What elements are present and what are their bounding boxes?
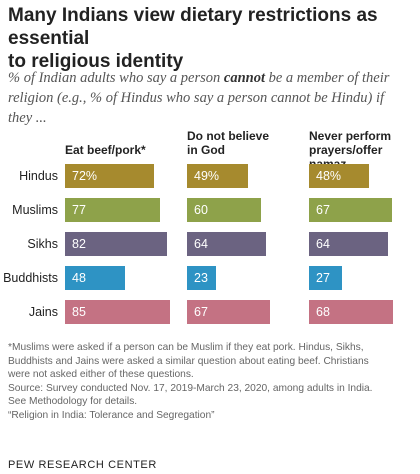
bar-value-label: 64 — [316, 237, 330, 251]
subtitle-emphasis: cannot — [223, 70, 265, 86]
bar-value-label: 77 — [72, 203, 86, 217]
panel-header-line: Never perform — [309, 129, 392, 143]
bar — [65, 232, 167, 256]
panel-header: Do not believe in God — [187, 129, 269, 157]
source-organization: PEW RESEARCH CENTER — [8, 459, 157, 471]
panel-header: Eat beef/pork* — [65, 143, 146, 157]
subtitle-text-end: be a member of their religion (e.g., % o… — [8, 70, 390, 126]
bar — [187, 198, 261, 222]
bar-value-label: 48 — [72, 271, 86, 285]
bar — [309, 266, 342, 290]
bar-value-label: 67 — [194, 305, 208, 319]
bar — [309, 164, 369, 188]
chart-notes: *Muslims were asked if a person can be M… — [8, 341, 413, 423]
bar — [309, 198, 392, 222]
bar-value-label: 49% — [194, 169, 220, 183]
panel-header-line: in God — [187, 143, 225, 157]
bar — [309, 232, 388, 256]
bar — [309, 300, 393, 324]
methodology-line: See Methodology for details. — [8, 396, 138, 408]
bar-value-label: 23 — [194, 271, 208, 285]
chart-title-line2: to religious identity — [8, 51, 184, 72]
panel-header-line: Eat beef/pork* — [65, 143, 146, 157]
report-title-line: “Religion in India: Tolerance and Segreg… — [8, 409, 215, 421]
bar-value-label: 68 — [316, 305, 330, 319]
bar-value-label: 67 — [316, 203, 330, 217]
subtitle-text-start: % of Indian adults who say a person — [8, 70, 224, 86]
bar — [65, 164, 154, 188]
bar-value-label: 64 — [194, 237, 208, 251]
bar-value-label: 27 — [316, 271, 330, 285]
category-label: Buddhists — [3, 271, 58, 285]
bar — [187, 266, 216, 290]
bar — [65, 266, 125, 290]
source-line: Source: Survey conducted Nov. 17, 2019-M… — [8, 382, 373, 394]
bar-value-label: 60 — [194, 203, 208, 217]
chart-subtitle: % of Indian adults who say a person cann… — [8, 68, 410, 128]
category-label: Jains — [28, 305, 58, 319]
bar — [65, 198, 160, 222]
bar — [187, 300, 270, 324]
note-line: were not asked either of these questions… — [8, 369, 194, 381]
note-line: Buddhists and Jains were asked a similar… — [8, 355, 369, 367]
chart-title-line1: Many Indians view dietary restrictions a… — [8, 5, 378, 49]
panel-header-line: Do not believe — [187, 129, 270, 143]
category-label: Hindus — [19, 169, 58, 183]
bar — [65, 300, 170, 324]
category-label: Muslims — [12, 203, 58, 217]
bar-value-label: 85 — [72, 305, 86, 319]
note-line: *Muslims were asked if a person can be M… — [8, 342, 364, 353]
bar — [187, 164, 248, 188]
bar — [187, 232, 266, 256]
chart-title: Many Indians view dietary restrictions a… — [8, 4, 413, 73]
bar-value-label: 82 — [72, 237, 86, 251]
bar-value-label: 72% — [72, 169, 98, 183]
category-label: Sikhs — [27, 237, 58, 251]
bar-value-label: 48% — [316, 169, 342, 183]
